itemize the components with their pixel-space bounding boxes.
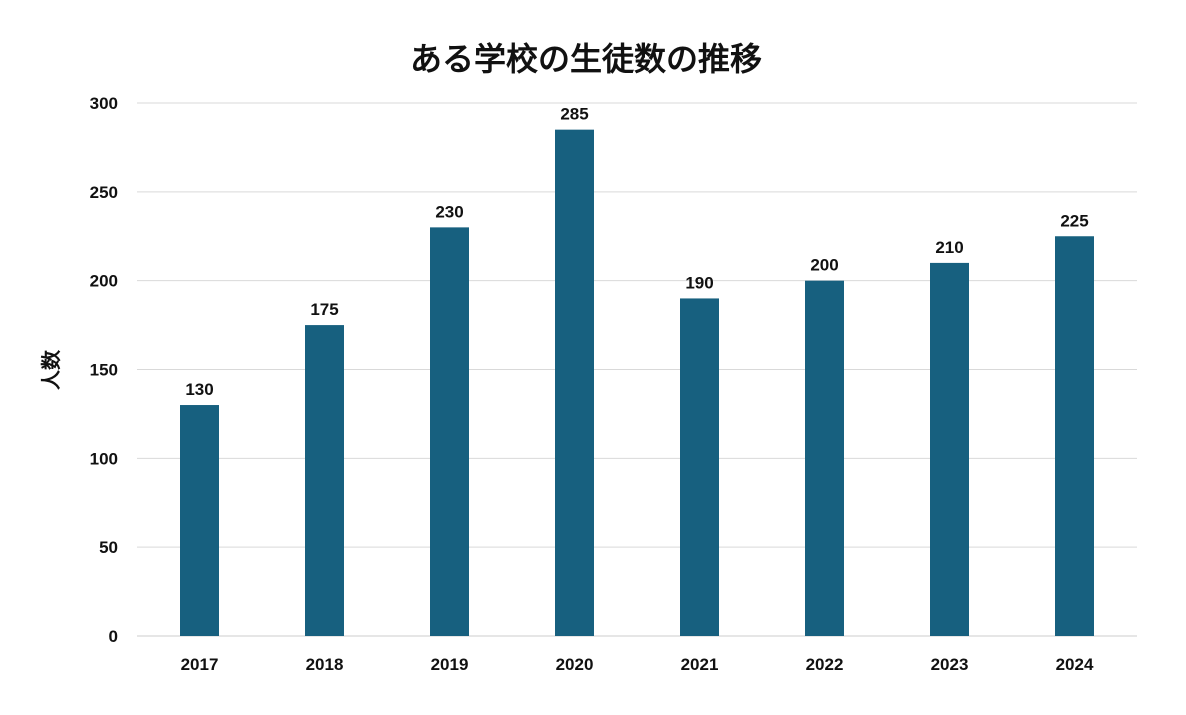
x-tick-label-2024: 2024 (1056, 655, 1094, 674)
data-label-2020: 285 (560, 105, 588, 124)
data-labels: 130 175 230 285 190 200 210 225 (185, 105, 1088, 399)
bar-2019 (430, 227, 469, 636)
x-tick-label-2017: 2017 (181, 655, 219, 674)
bar-2020 (555, 129, 594, 636)
x-tick-label-2020: 2020 (556, 655, 594, 674)
x-tick-label-2023: 2023 (931, 655, 969, 674)
data-label-2017: 130 (185, 380, 213, 399)
x-tick-label-2022: 2022 (806, 655, 844, 674)
x-tick-label-2019: 2019 (431, 655, 469, 674)
bar-2021 (680, 298, 719, 636)
data-label-2021: 190 (685, 273, 713, 292)
data-label-2024: 225 (1060, 211, 1088, 230)
x-tick-label-2021: 2021 (681, 655, 719, 674)
y-tick-label: 300 (90, 94, 118, 113)
y-tick-label: 100 (90, 449, 118, 468)
y-tick-label: 200 (90, 272, 118, 291)
data-label-2022: 200 (810, 256, 838, 275)
gridlines (137, 102, 1137, 637)
bar-2017 (180, 405, 219, 636)
y-axis-label: 人数 (39, 349, 63, 390)
y-tick-label: 0 (109, 627, 118, 646)
data-label-2018: 175 (310, 300, 338, 319)
bars (180, 129, 1094, 636)
chart-title: ある学校の生徒数の推移 (410, 40, 762, 78)
y-tick-label: 250 (90, 183, 118, 202)
data-label-2019: 230 (435, 202, 463, 221)
x-axis-ticks: 2017 2018 2019 2020 2021 2022 2023 2024 (181, 655, 1094, 674)
bar-2023 (930, 262, 969, 636)
data-label-2023: 210 (935, 238, 963, 257)
y-axis-ticks: 0 50 100 150 200 250 300 (90, 94, 118, 646)
y-tick-label: 150 (90, 361, 118, 380)
x-tick-label-2018: 2018 (306, 655, 344, 674)
bar-2022 (805, 280, 844, 636)
y-tick-label: 50 (99, 538, 118, 557)
bar-2024 (1055, 236, 1094, 636)
bar-2018 (305, 325, 344, 636)
